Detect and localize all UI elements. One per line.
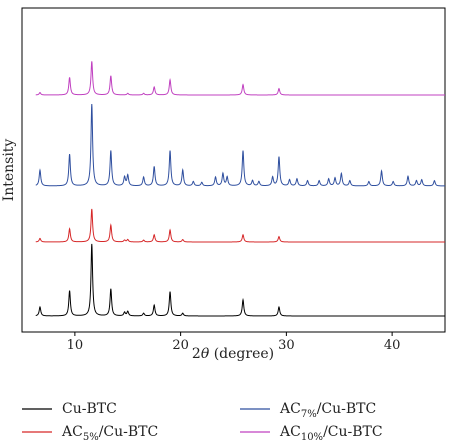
x-axis-ticks: 10 20 30 40 [67, 332, 401, 353]
series-line-2 [35, 103, 445, 187]
x-axis-title-prefix: 2 [192, 346, 201, 362]
series-line-3 [35, 61, 445, 96]
x-tick-label: 40 [384, 338, 401, 353]
legend-label-2: AC7%/Cu-BTC [279, 401, 376, 420]
series-line-1 [35, 208, 445, 243]
legend-label-0: Cu-BTC [62, 401, 117, 417]
series-line-0 [35, 243, 445, 317]
x-tick-label: 10 [67, 338, 84, 353]
legend: Cu-BTC AC5%/Cu-BTC AC7%/Cu-BTC AC10%/Cu-BTC [22, 401, 383, 443]
y-axis-title: Intensity [1, 139, 17, 202]
x-tick-label: 20 [172, 338, 189, 353]
legend-label-1: AC5%/Cu-BTC [61, 424, 158, 443]
x-axis-title-symbol: θ [201, 346, 210, 362]
x-axis-title: 2θ (degree) [192, 346, 274, 362]
series-layer [35, 61, 445, 317]
x-axis-title-suffix: (degree) [209, 346, 274, 362]
x-tick-label: 30 [278, 338, 295, 353]
plot-frame [21, 7, 446, 333]
legend-label-3: AC10%/Cu-BTC [279, 424, 383, 443]
